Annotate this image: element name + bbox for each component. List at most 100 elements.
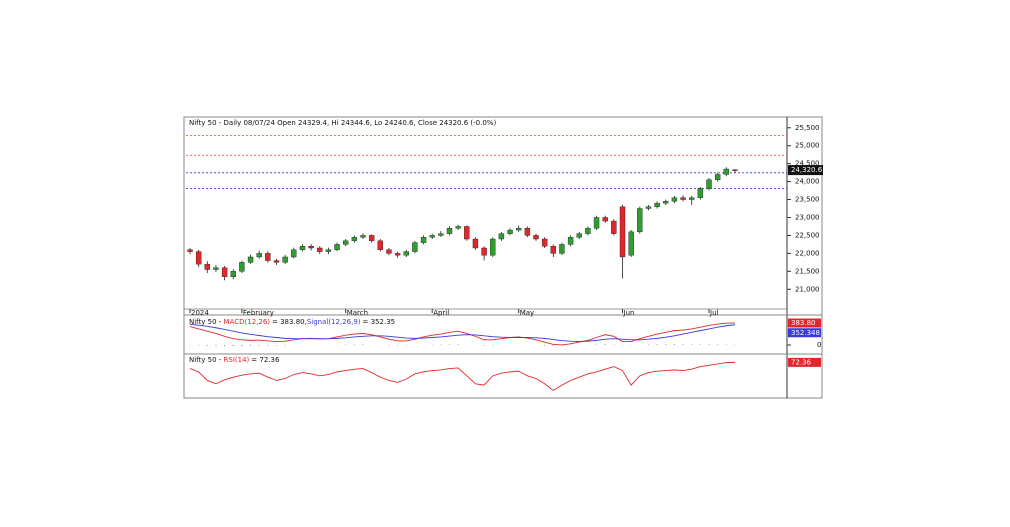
last-price-label: 24,320.6	[791, 166, 823, 174]
candle-body	[663, 201, 669, 204]
y-tick-label: 23,000	[795, 213, 820, 221]
candle-body	[706, 179, 712, 189]
candle-body	[697, 188, 704, 198]
candle-body	[195, 251, 202, 265]
y-tick-label: 24,500	[795, 160, 820, 168]
candle-body	[412, 242, 418, 252]
candle-body	[187, 249, 193, 252]
candle-body	[541, 238, 548, 247]
y-tick-label: 0	[817, 341, 821, 349]
frame	[183, 116, 823, 399]
candle-body	[221, 267, 228, 277]
legend-value: = 72.36	[251, 356, 280, 364]
candle-body	[325, 249, 332, 252]
candle-body	[256, 253, 262, 258]
panel-title-prefix: Nifty 50 -	[189, 356, 224, 364]
candle-body	[732, 169, 738, 171]
candle-body	[464, 226, 470, 240]
candle-body	[490, 238, 496, 256]
y-tick-label: 22,500	[795, 231, 820, 239]
candle-body	[239, 262, 245, 272]
x-tick-label: Jun	[623, 309, 635, 317]
candle-body	[533, 235, 539, 240]
candle-body	[576, 233, 582, 238]
candle-body	[334, 244, 340, 250]
y-tick-label: 22,000	[795, 249, 820, 257]
candle-body	[204, 263, 211, 270]
candle-body	[602, 217, 608, 222]
legend-value: = 352.35	[363, 318, 396, 326]
value-box-label: 72.36	[791, 358, 812, 366]
candle-body	[429, 235, 435, 238]
candle-body	[368, 235, 375, 242]
series-line	[189, 322, 735, 346]
candle-body	[213, 267, 219, 270]
panel-title: Nifty 50 - RSI(14) = 72.36	[189, 356, 280, 364]
candle-body	[446, 228, 453, 234]
candle-body	[230, 271, 236, 277]
candle-body	[550, 245, 556, 254]
candle-body	[593, 217, 600, 229]
x-tick-label: April	[433, 309, 449, 317]
candle-body	[394, 253, 401, 256]
candle-body	[524, 228, 531, 236]
candle-body	[438, 233, 444, 236]
x-tick-label: Jul	[709, 309, 719, 317]
candle-body	[472, 238, 479, 249]
y-tick-label: 23,500	[795, 196, 820, 204]
candle-body	[360, 235, 366, 238]
last-price-box	[788, 165, 823, 176]
value-box-label: 383.80	[791, 319, 816, 327]
panel-title-prefix: Nifty 50 -	[189, 318, 224, 326]
candle-body	[723, 168, 729, 175]
candle-body	[265, 253, 271, 261]
candle-body	[377, 240, 383, 250]
legend-name: RSI(14)	[224, 356, 250, 364]
candle-body	[299, 245, 306, 250]
x-tick-label: May	[520, 309, 534, 317]
candle-body	[282, 256, 288, 263]
candle-body	[273, 260, 280, 263]
x-tick-label: February	[243, 309, 274, 317]
series-line	[189, 323, 736, 342]
candle-body	[455, 226, 461, 229]
candle-body	[689, 197, 695, 200]
candle-body	[481, 247, 487, 256]
candle-body	[498, 233, 505, 240]
candle-body	[317, 247, 323, 252]
candle-body	[308, 245, 314, 249]
value-box-label: 352.348	[791, 329, 820, 337]
candle-body	[645, 206, 652, 209]
candle-body	[637, 208, 643, 233]
y-tick-label: 25,000	[795, 142, 820, 150]
candle-body	[671, 197, 678, 202]
chart-title: Nifty 50 - Daily 08/07/24 Open 24329.4, …	[189, 119, 496, 127]
candle-body	[619, 206, 626, 258]
y-tick-label: 24,000	[795, 178, 820, 186]
candle-body	[507, 229, 513, 234]
x-tick-label: March	[347, 309, 368, 317]
y-tick-label: 25,500	[795, 124, 820, 132]
candle-body	[343, 240, 349, 245]
candle-body	[386, 249, 392, 254]
legend-value: = 383.80,	[272, 318, 307, 326]
candle-body	[611, 220, 617, 234]
candle-body	[420, 237, 427, 243]
y-tick-label: 21,000	[795, 285, 820, 293]
candle-body	[680, 197, 686, 200]
y-tick-label: 21,500	[795, 267, 820, 275]
candle-body	[516, 228, 522, 231]
panel-title: Nifty 50 - MACD(12,26) = 383.80,Signal(12…	[189, 318, 395, 326]
legend-name: Signal(12,26,9)	[307, 318, 361, 326]
candle-body	[567, 237, 574, 245]
candle-body	[247, 256, 254, 263]
candle-body	[585, 228, 591, 234]
candle-body	[628, 231, 634, 256]
value-box	[788, 318, 821, 328]
value-box	[788, 328, 821, 338]
candle-body	[351, 237, 358, 242]
legend-name: MACD(12,26)	[224, 318, 271, 326]
candle-body	[559, 244, 565, 254]
